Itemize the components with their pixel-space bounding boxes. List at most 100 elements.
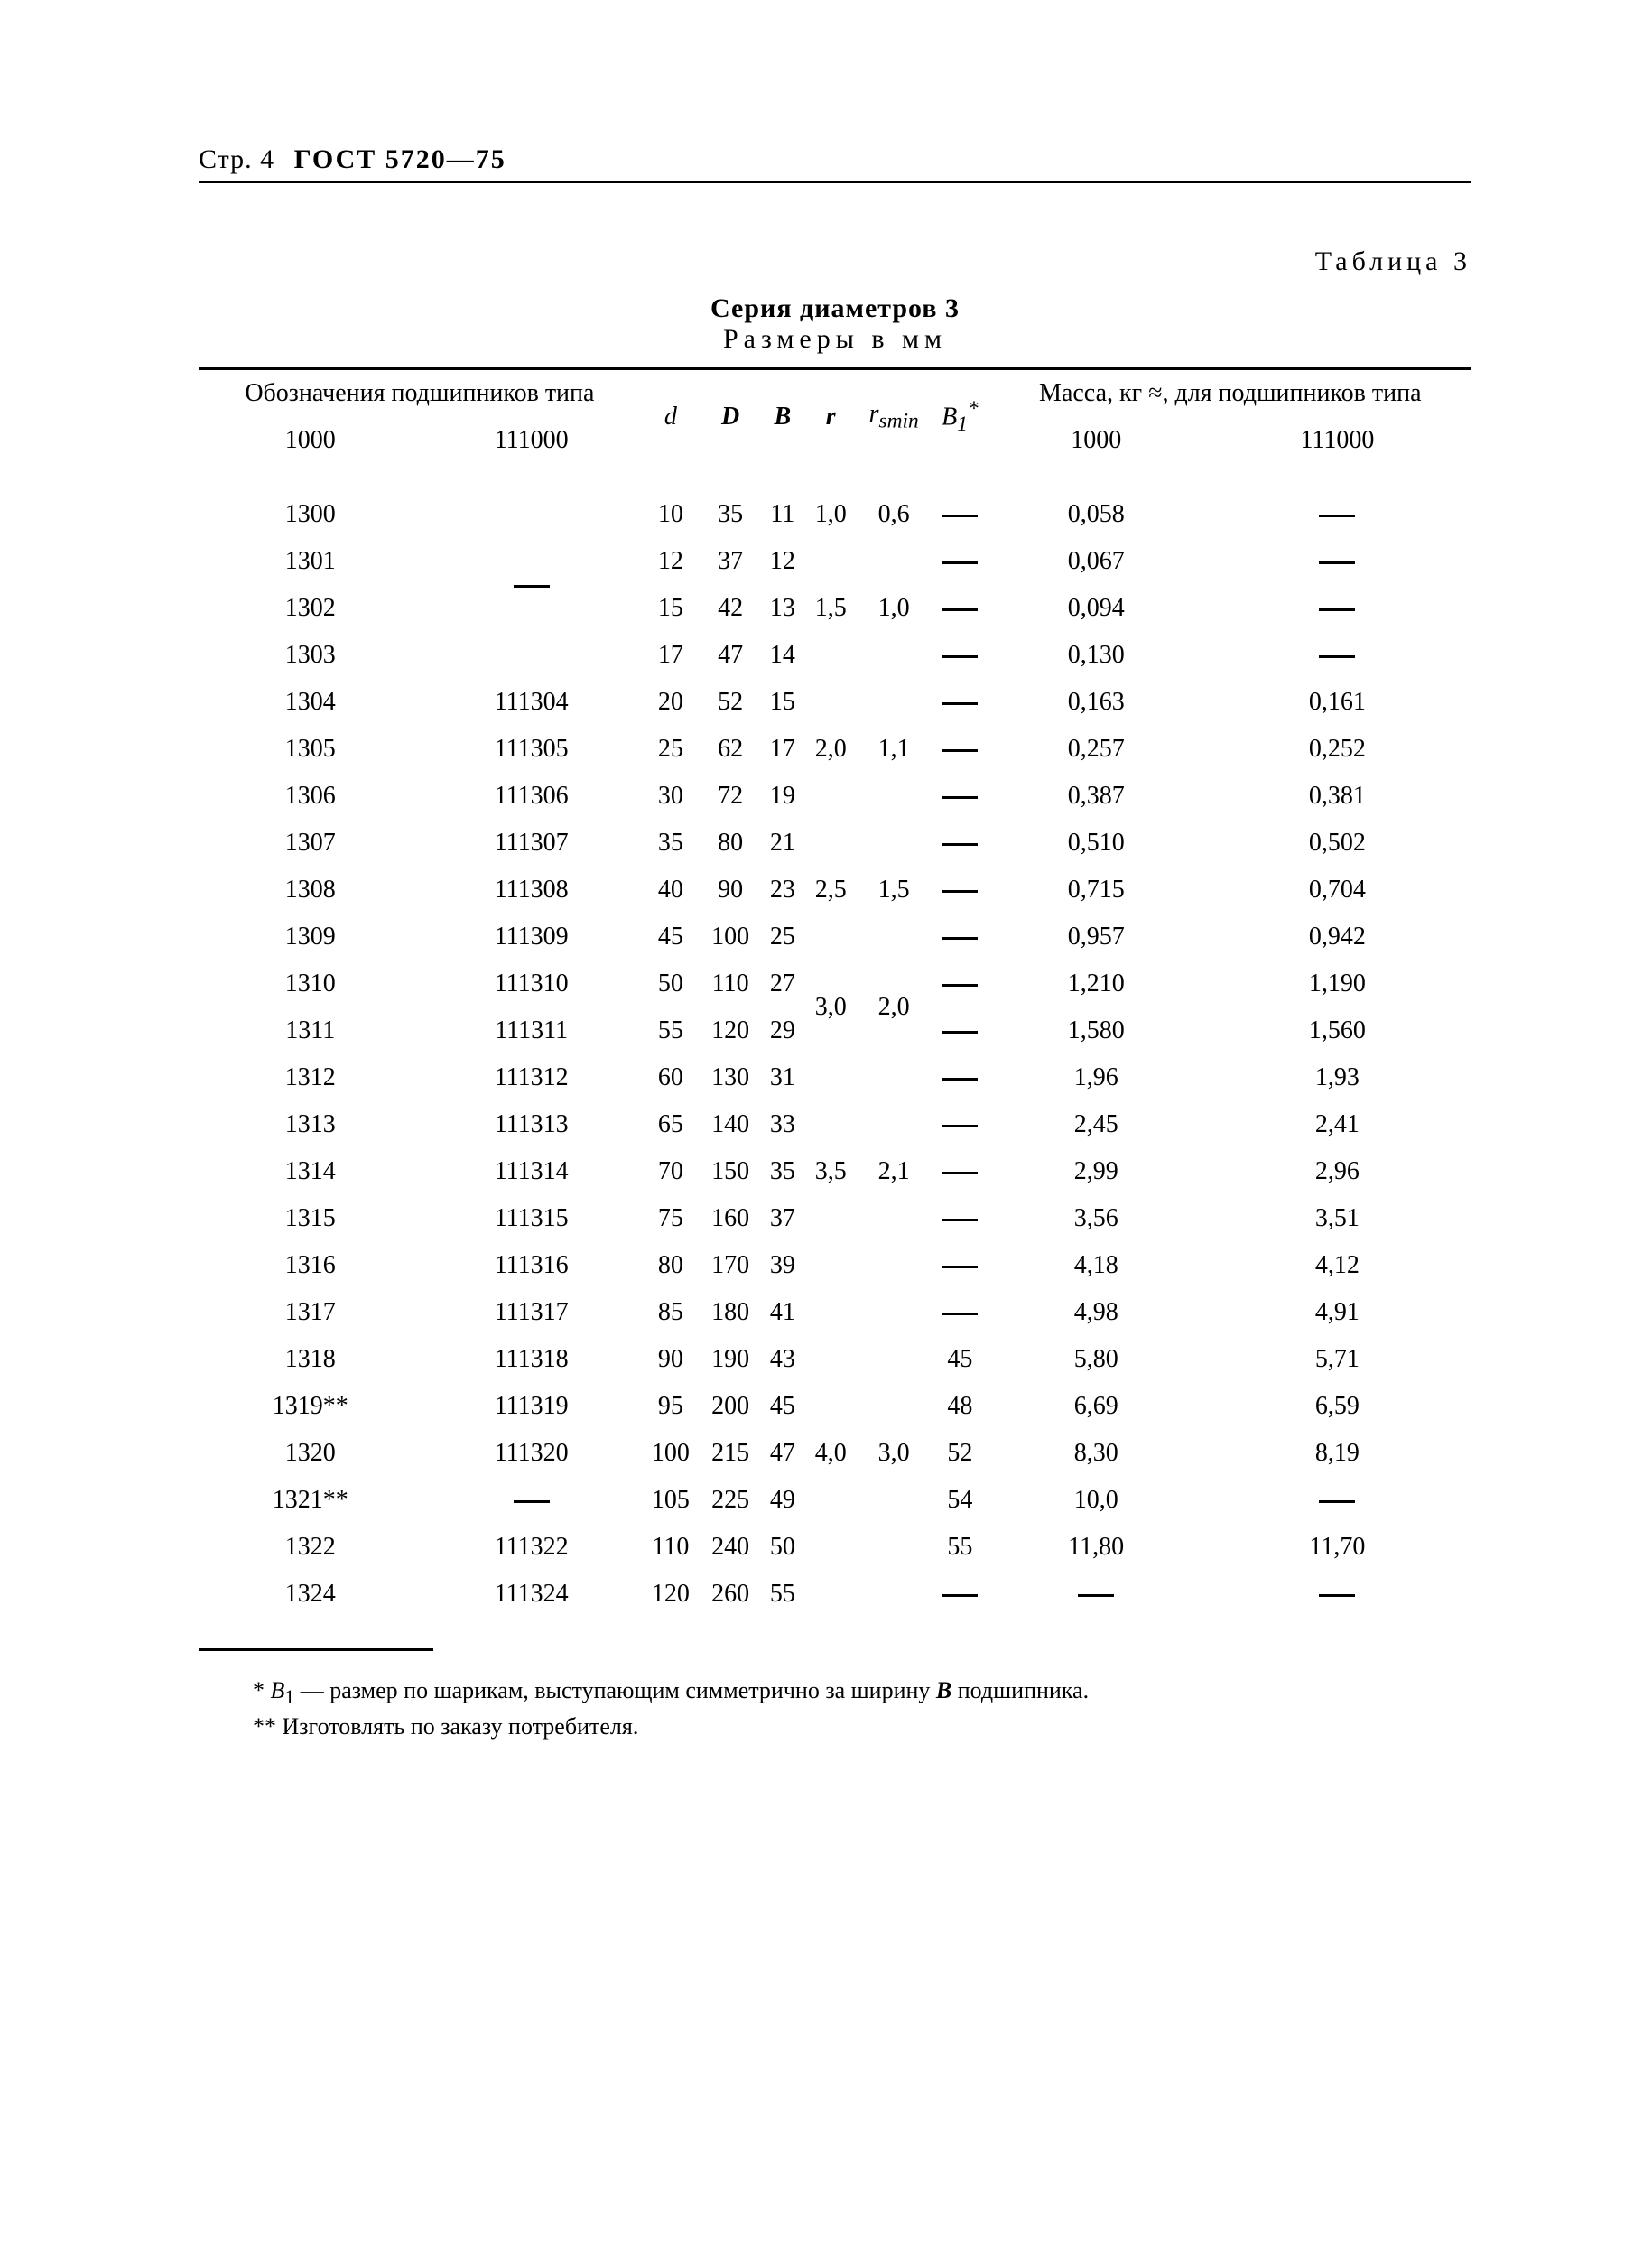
cell-m2: 0,381 <box>1203 773 1471 820</box>
table-row: 131711131785180414,03,04,984,91 <box>199 1289 1471 1336</box>
col-111000: 111000 <box>422 417 641 464</box>
cell-m2: 1,93 <box>1203 1054 1471 1101</box>
running-header: Стр. 4 ГОСТ 5720—75 <box>199 144 1471 183</box>
cell-d: 95 <box>641 1383 701 1430</box>
cell-d: 12 <box>641 538 701 585</box>
cell-m1: 0,387 <box>989 773 1203 820</box>
cell-D: 150 <box>701 1148 760 1195</box>
table-label: Таблица 3 <box>199 246 1471 277</box>
cell-m2: 0,942 <box>1203 914 1471 960</box>
cell-D: 120 <box>701 1007 760 1054</box>
cell-B: 27 <box>760 960 804 1007</box>
cell-B: 33 <box>760 1101 804 1148</box>
cell-c1: 1306 <box>199 773 422 820</box>
cell-B: 37 <box>760 1195 804 1242</box>
cell-B: 21 <box>760 820 804 867</box>
footnote-1-asterisk: * <box>253 1677 271 1703</box>
cell-d: 75 <box>641 1195 701 1242</box>
cell-d: 15 <box>641 585 701 632</box>
cell-D: 37 <box>701 538 760 585</box>
cell-D: 110 <box>701 960 760 1007</box>
cell-B1 <box>931 1195 988 1242</box>
cell-m2: 0,161 <box>1203 679 1471 726</box>
cell-B: 11 <box>760 491 804 538</box>
title-series: Серия диаметров 3 <box>199 293 1471 324</box>
cell-c1: 1302 <box>199 585 422 632</box>
cell-rsmin: 0,6 <box>857 491 931 538</box>
cell-d: 45 <box>641 914 701 960</box>
cell-B: 17 <box>760 726 804 773</box>
cell-B: 39 <box>760 1242 804 1289</box>
cell-m1: 0,094 <box>989 585 1203 632</box>
cell-B: 49 <box>760 1477 804 1524</box>
cell-m2: 0,502 <box>1203 820 1471 867</box>
cell-B: 13 <box>760 585 804 632</box>
cell-B1 <box>931 585 988 632</box>
cell-rsmin: 1,1 <box>857 679 931 820</box>
cell-m2: 11,70 <box>1203 1524 1471 1571</box>
cell-m2: 4,91 <box>1203 1289 1471 1336</box>
cell-d: 17 <box>641 632 701 679</box>
cell-m2: 4,12 <box>1203 1242 1471 1289</box>
cell-B: 14 <box>760 632 804 679</box>
cell-m2: 8,19 <box>1203 1430 1471 1477</box>
cell-m2: 5,71 <box>1203 1336 1471 1383</box>
cell-D: 190 <box>701 1336 760 1383</box>
table-row: 131011131050110273,02,01,2101,190 <box>199 960 1471 1007</box>
cell-B: 47 <box>760 1430 804 1477</box>
cell-d: 50 <box>641 960 701 1007</box>
col-B1: B1* <box>931 369 988 465</box>
footnote-1-B2: B <box>936 1677 951 1703</box>
cell-D: 260 <box>701 1571 760 1618</box>
cell-c1: 1321** <box>199 1477 422 1524</box>
cell-c2: 111304 <box>422 679 641 726</box>
cell-d: 25 <box>641 726 701 773</box>
footnote-1-sub: 1 <box>284 1686 294 1708</box>
cell-B1: 45 <box>931 1336 988 1383</box>
cell-c1: 1300 <box>199 491 422 538</box>
cell-c1: 1319** <box>199 1383 422 1430</box>
cell-d: 105 <box>641 1477 701 1524</box>
cell-c2: 111310 <box>422 960 641 1007</box>
cell-D: 180 <box>701 1289 760 1336</box>
cell-B: 45 <box>760 1383 804 1430</box>
cell-m2: 1,190 <box>1203 960 1471 1007</box>
cell-rsmin: 2,0 <box>857 960 931 1054</box>
cell-m1: 0,957 <box>989 914 1203 960</box>
cell-c2: 111322 <box>422 1524 641 1571</box>
col-group-right: Масса, кг ≈, для подшипников типа <box>989 369 1471 418</box>
table-head: Обозначения подшипников типа d D B r rsm… <box>199 369 1471 465</box>
col-D: D <box>701 369 760 465</box>
cell-B: 29 <box>760 1007 804 1054</box>
cell-d: 55 <box>641 1007 701 1054</box>
cell-B1 <box>931 1148 988 1195</box>
cell-m1: 0,163 <box>989 679 1203 726</box>
cell-B1 <box>931 1007 988 1054</box>
cell-c2: 111312 <box>422 1054 641 1101</box>
cell-d: 65 <box>641 1101 701 1148</box>
cell-r: 1,5 <box>804 538 857 679</box>
footnote-1-B1: B <box>271 1677 285 1703</box>
cell-c1: 1320 <box>199 1430 422 1477</box>
col-1000: 1000 <box>199 417 422 464</box>
footnote-2: ** Изготовлять по заказу потребителя. <box>199 1711 1471 1742</box>
cell-d: 80 <box>641 1242 701 1289</box>
cell-m2 <box>1203 1571 1471 1618</box>
cell-B: 50 <box>760 1524 804 1571</box>
cell-c1: 1324 <box>199 1571 422 1618</box>
cell-D: 52 <box>701 679 760 726</box>
cell-c1: 1304 <box>199 679 422 726</box>
cell-B1 <box>931 1571 988 1618</box>
cell-D: 160 <box>701 1195 760 1242</box>
cell-rsmin: 2,1 <box>857 1054 931 1289</box>
cell-c1: 1308 <box>199 867 422 914</box>
table-row: 13041113042052152,01,10,1630,161 <box>199 679 1471 726</box>
cell-D: 35 <box>701 491 760 538</box>
cell-c2: 111308 <box>422 867 641 914</box>
cell-B1 <box>931 914 988 960</box>
cell-r: 4,0 <box>804 1289 857 1618</box>
cell-m1: 3,56 <box>989 1195 1203 1242</box>
cell-B1 <box>931 1242 988 1289</box>
cell-c1: 1303 <box>199 632 422 679</box>
cell-m2 <box>1203 1477 1471 1524</box>
